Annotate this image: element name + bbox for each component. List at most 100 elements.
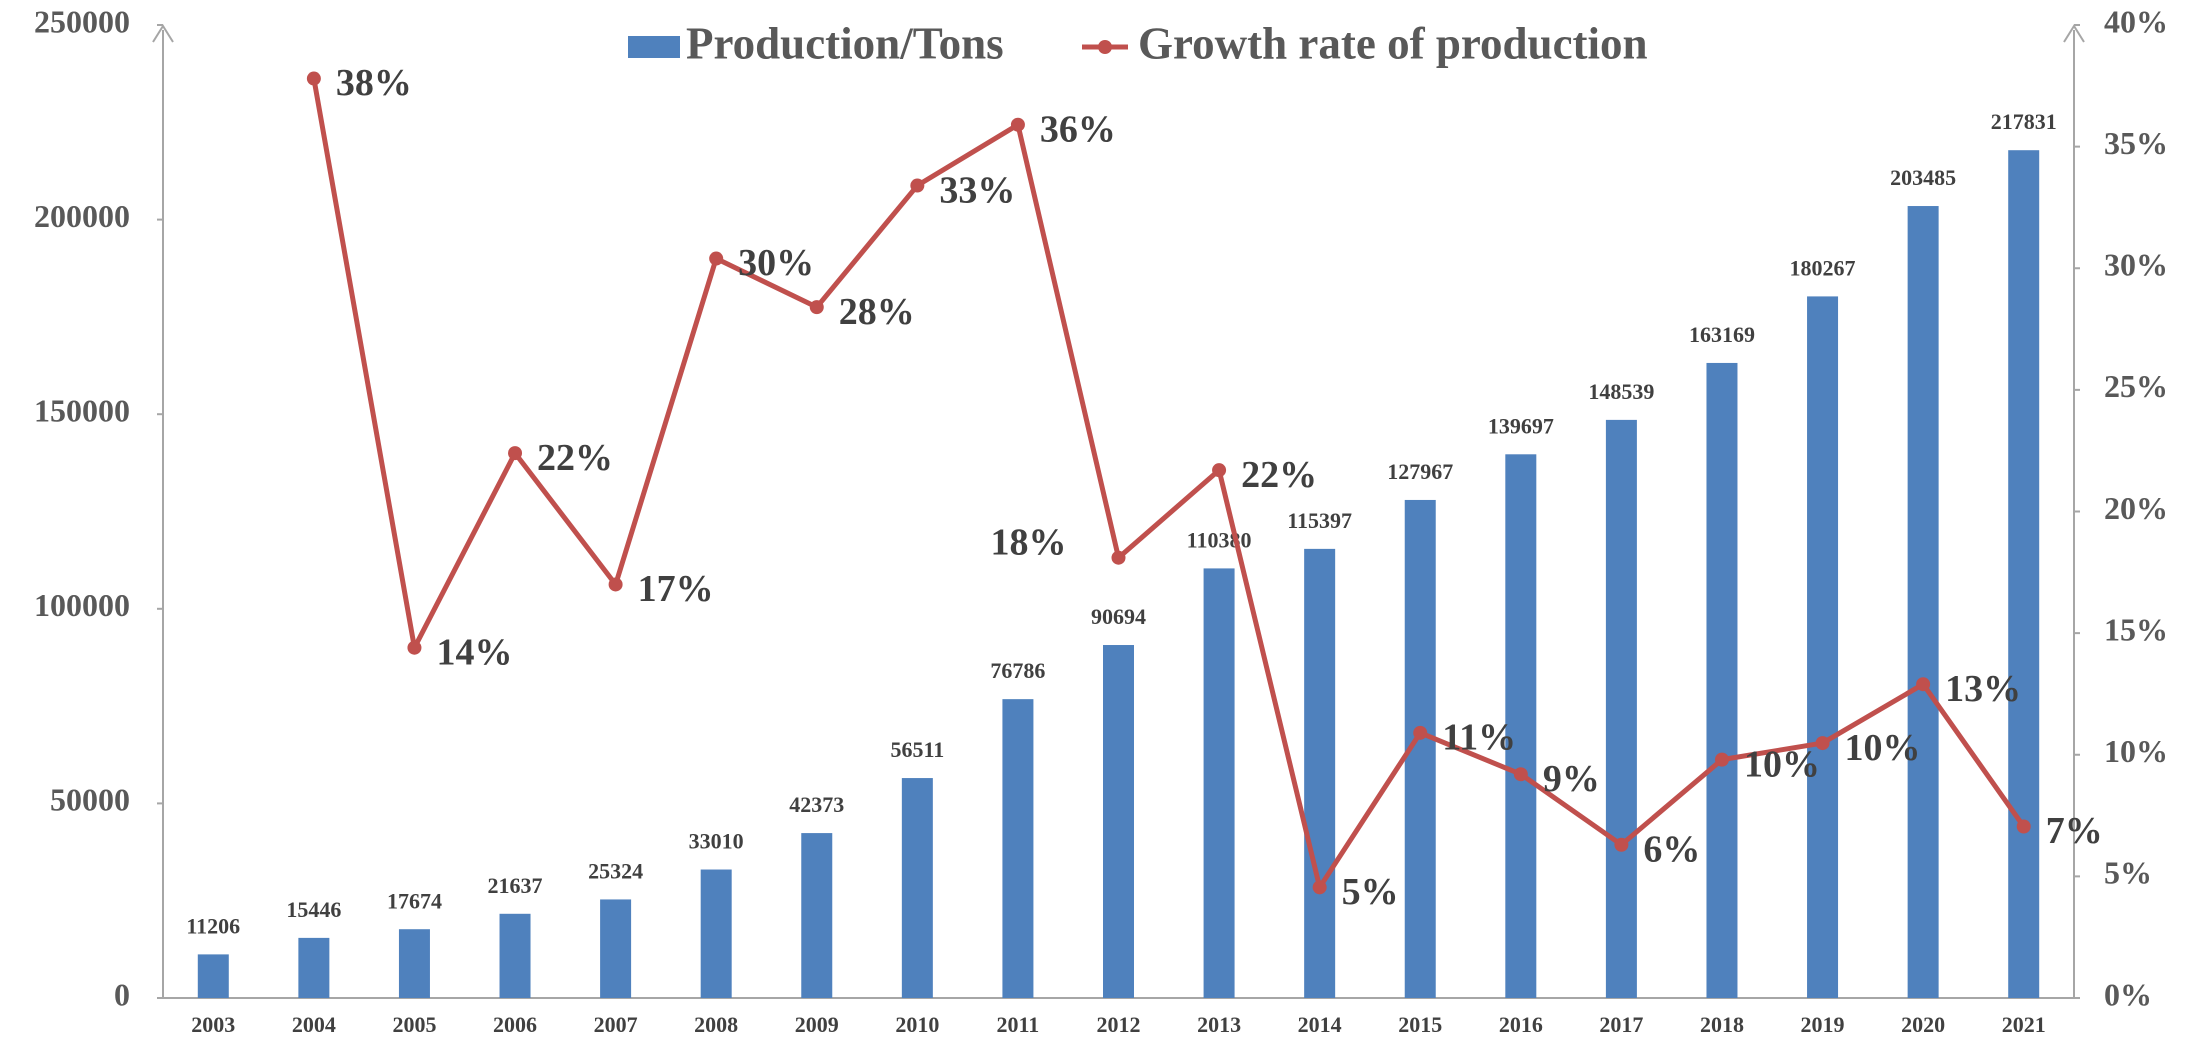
bar-value-label: 15446 bbox=[286, 897, 341, 922]
x-tick-label: 2007 bbox=[594, 1012, 638, 1037]
growth-point bbox=[1916, 677, 1931, 692]
growth-point bbox=[809, 300, 824, 315]
y2-tick-label: 5% bbox=[2104, 855, 2152, 891]
bar bbox=[1103, 645, 1134, 998]
x-tick-label: 2010 bbox=[895, 1012, 939, 1037]
y2-tick-label: 10% bbox=[2104, 733, 2168, 769]
x-tick-label: 2021 bbox=[2002, 1012, 2046, 1037]
growth-value-label: 18% bbox=[991, 521, 1067, 563]
y2-tick-label: 0% bbox=[2104, 976, 2152, 1012]
bar bbox=[801, 833, 833, 998]
growth-point bbox=[1815, 736, 1830, 751]
bar bbox=[499, 913, 531, 998]
y2-tick-label: 30% bbox=[2104, 247, 2168, 283]
growth-line bbox=[311, 78, 2026, 890]
growth-value-label: 33% bbox=[939, 169, 1015, 211]
bar-value-label: 148539 bbox=[1588, 379, 1654, 404]
bar-value-label: 217831 bbox=[1991, 109, 2057, 134]
x-tick-label: 2003 bbox=[191, 1012, 235, 1037]
growth-value-label: 13% bbox=[1945, 668, 2021, 710]
bar bbox=[1505, 454, 1537, 998]
growth-point bbox=[1312, 880, 1327, 895]
growth-value-label: 30% bbox=[738, 242, 814, 284]
growth-point bbox=[306, 71, 321, 86]
bar bbox=[298, 937, 330, 998]
bar bbox=[1203, 568, 1235, 998]
bar-value-label: 42373 bbox=[789, 792, 844, 817]
bar-value-label: 25324 bbox=[588, 858, 643, 883]
bar bbox=[2008, 150, 2040, 998]
growth-value-label: 36% bbox=[1040, 108, 1116, 150]
growth-value-label: 7% bbox=[2046, 810, 2103, 852]
growth-point bbox=[1212, 463, 1227, 478]
x-tick-label: 2016 bbox=[1499, 1012, 1543, 1037]
y-tick-label: 150000 bbox=[34, 393, 130, 429]
y2-tick-label: 20% bbox=[2104, 490, 2168, 526]
x-tick-label: 2006 bbox=[493, 1012, 537, 1037]
growth-point bbox=[709, 251, 724, 266]
growth-point bbox=[910, 178, 925, 193]
growth-value-label: 6% bbox=[1643, 828, 1700, 870]
bar-value-label: 11206 bbox=[186, 913, 240, 938]
y2-tick-label: 40% bbox=[2104, 3, 2168, 39]
bar-value-label: 163169 bbox=[1689, 322, 1755, 347]
growth-value-label: 11% bbox=[1442, 717, 1516, 759]
growth-point bbox=[2016, 819, 2031, 834]
bar bbox=[1807, 296, 1839, 998]
bar-value-label: 56511 bbox=[890, 737, 944, 762]
x-tick-label: 2005 bbox=[392, 1012, 436, 1037]
growth-value-label: 28% bbox=[839, 291, 915, 333]
x-tick-label: 2004 bbox=[292, 1012, 336, 1037]
bar bbox=[1706, 362, 1738, 998]
legend-swatch bbox=[1098, 40, 1112, 54]
growth-value-label: 38% bbox=[336, 62, 412, 104]
legend-label: Growth rate of production bbox=[1138, 18, 1648, 68]
bar bbox=[700, 869, 732, 998]
bar-value-label: 115397 bbox=[1287, 508, 1352, 533]
bar-value-label: 139697 bbox=[1488, 413, 1554, 438]
y2-tick-label: 35% bbox=[2104, 125, 2168, 161]
growth-value-label: 17% bbox=[638, 568, 714, 610]
bar bbox=[901, 778, 933, 998]
bar bbox=[1304, 548, 1336, 998]
bar-value-label: 90694 bbox=[1091, 604, 1146, 629]
x-tick-label: 2009 bbox=[795, 1012, 839, 1037]
bar-value-label: 127967 bbox=[1387, 459, 1453, 484]
bar bbox=[1605, 419, 1637, 998]
growth-point bbox=[1111, 550, 1126, 565]
growth-point bbox=[608, 577, 623, 592]
bar bbox=[1002, 699, 1034, 998]
growth-point bbox=[1614, 837, 1629, 852]
y-tick-label: 200000 bbox=[34, 198, 130, 234]
growth-point bbox=[508, 446, 523, 461]
bar-value-label: 33010 bbox=[689, 829, 744, 854]
growth-point bbox=[1513, 767, 1528, 782]
bar-value-label: 21637 bbox=[488, 873, 543, 898]
y-tick-label: 0 bbox=[114, 976, 130, 1012]
x-tick-label: 2015 bbox=[1398, 1012, 1442, 1037]
bar-value-label: 180267 bbox=[1790, 255, 1856, 280]
growth-value-label: 5% bbox=[1342, 871, 1399, 913]
legend-swatch bbox=[628, 36, 680, 58]
x-tick-label: 2018 bbox=[1700, 1012, 1744, 1037]
x-tick-label: 2014 bbox=[1298, 1012, 1342, 1037]
growth-value-label: 22% bbox=[1241, 454, 1317, 496]
x-tick-label: 2017 bbox=[1599, 1012, 1643, 1037]
bar-value-label: 203485 bbox=[1890, 165, 1956, 190]
growth-point bbox=[1010, 117, 1025, 132]
x-tick-label: 2020 bbox=[1901, 1012, 1945, 1037]
y-tick-label: 50000 bbox=[50, 782, 130, 818]
x-tick-label: 2008 bbox=[694, 1012, 738, 1037]
bar bbox=[600, 899, 632, 998]
growth-value-label: 10% bbox=[1744, 743, 1820, 785]
growth-point bbox=[407, 640, 422, 655]
x-tick-label: 2019 bbox=[1801, 1012, 1845, 1037]
y2-tick-label: 25% bbox=[2104, 368, 2168, 404]
growth-point bbox=[1714, 752, 1729, 767]
growth-value-label: 9% bbox=[1543, 758, 1600, 800]
growth-value-label: 22% bbox=[537, 437, 613, 479]
y-tick-label: 100000 bbox=[34, 587, 130, 623]
growth-value-label: 10% bbox=[1845, 727, 1921, 769]
bar bbox=[197, 954, 229, 998]
legend-label: Production/Tons bbox=[686, 18, 1004, 68]
